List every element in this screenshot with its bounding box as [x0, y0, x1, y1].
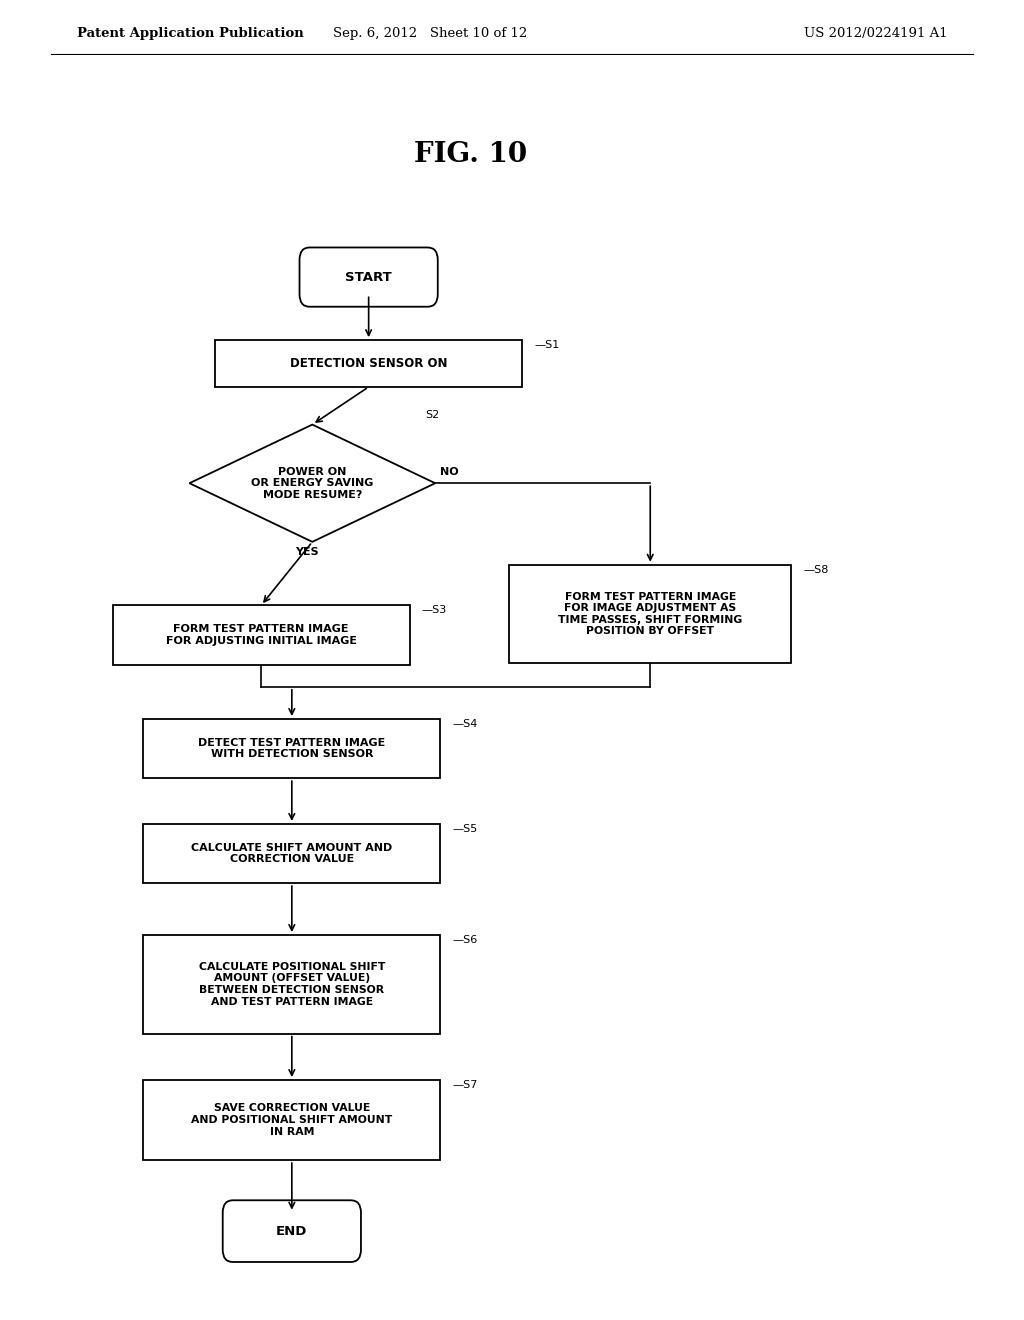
Text: —S6: —S6	[453, 935, 478, 945]
Text: YES: YES	[295, 546, 319, 557]
FancyBboxPatch shape	[299, 247, 438, 306]
Text: NO: NO	[440, 467, 459, 477]
Text: S2: S2	[425, 409, 439, 420]
Bar	[143, 824, 440, 883]
Text: Patent Application Publication: Patent Application Publication	[77, 26, 303, 40]
Text: START: START	[345, 271, 392, 284]
Text: FIG. 10: FIG. 10	[415, 141, 527, 169]
Bar	[215, 341, 522, 387]
Bar	[510, 565, 791, 664]
Text: —S3: —S3	[422, 606, 447, 615]
Text: —S1: —S1	[535, 341, 560, 350]
Text: —S5: —S5	[453, 824, 478, 834]
Text: POWER ON
OR ENERGY SAVING
MODE RESUME?: POWER ON OR ENERGY SAVING MODE RESUME?	[251, 466, 374, 500]
Polygon shape	[189, 425, 435, 541]
Bar	[143, 719, 440, 779]
Text: SAVE CORRECTION VALUE
AND POSITIONAL SHIFT AMOUNT
IN RAM: SAVE CORRECTION VALUE AND POSITIONAL SHI…	[191, 1104, 392, 1137]
Text: CALCULATE SHIFT AMOUNT AND
CORRECTION VALUE: CALCULATE SHIFT AMOUNT AND CORRECTION VA…	[191, 842, 392, 865]
Text: DETECT TEST PATTERN IMAGE
WITH DETECTION SENSOR: DETECT TEST PATTERN IMAGE WITH DETECTION…	[199, 738, 385, 759]
Text: END: END	[276, 1225, 307, 1238]
Text: —S4: —S4	[453, 719, 478, 729]
Text: CALCULATE POSITIONAL SHIFT
AMOUNT (OFFSET VALUE)
BETWEEN DETECTION SENSOR
AND TE: CALCULATE POSITIONAL SHIFT AMOUNT (OFFSE…	[199, 962, 385, 1007]
Bar	[143, 935, 440, 1034]
Text: —S7: —S7	[453, 1080, 478, 1090]
FancyBboxPatch shape	[222, 1200, 360, 1262]
Bar	[113, 606, 410, 665]
Text: DETECTION SENSOR ON: DETECTION SENSOR ON	[290, 356, 447, 370]
Text: FORM TEST PATTERN IMAGE
FOR IMAGE ADJUSTMENT AS
TIME PASSES, SHIFT FORMING
POSIT: FORM TEST PATTERN IMAGE FOR IMAGE ADJUST…	[558, 591, 742, 636]
Text: FORM TEST PATTERN IMAGE
FOR ADJUSTING INITIAL IMAGE: FORM TEST PATTERN IMAGE FOR ADJUSTING IN…	[166, 624, 356, 645]
Text: US 2012/0224191 A1: US 2012/0224191 A1	[804, 26, 947, 40]
Bar	[143, 1080, 440, 1160]
Text: —S8: —S8	[803, 565, 828, 574]
Text: Sep. 6, 2012   Sheet 10 of 12: Sep. 6, 2012 Sheet 10 of 12	[333, 26, 527, 40]
